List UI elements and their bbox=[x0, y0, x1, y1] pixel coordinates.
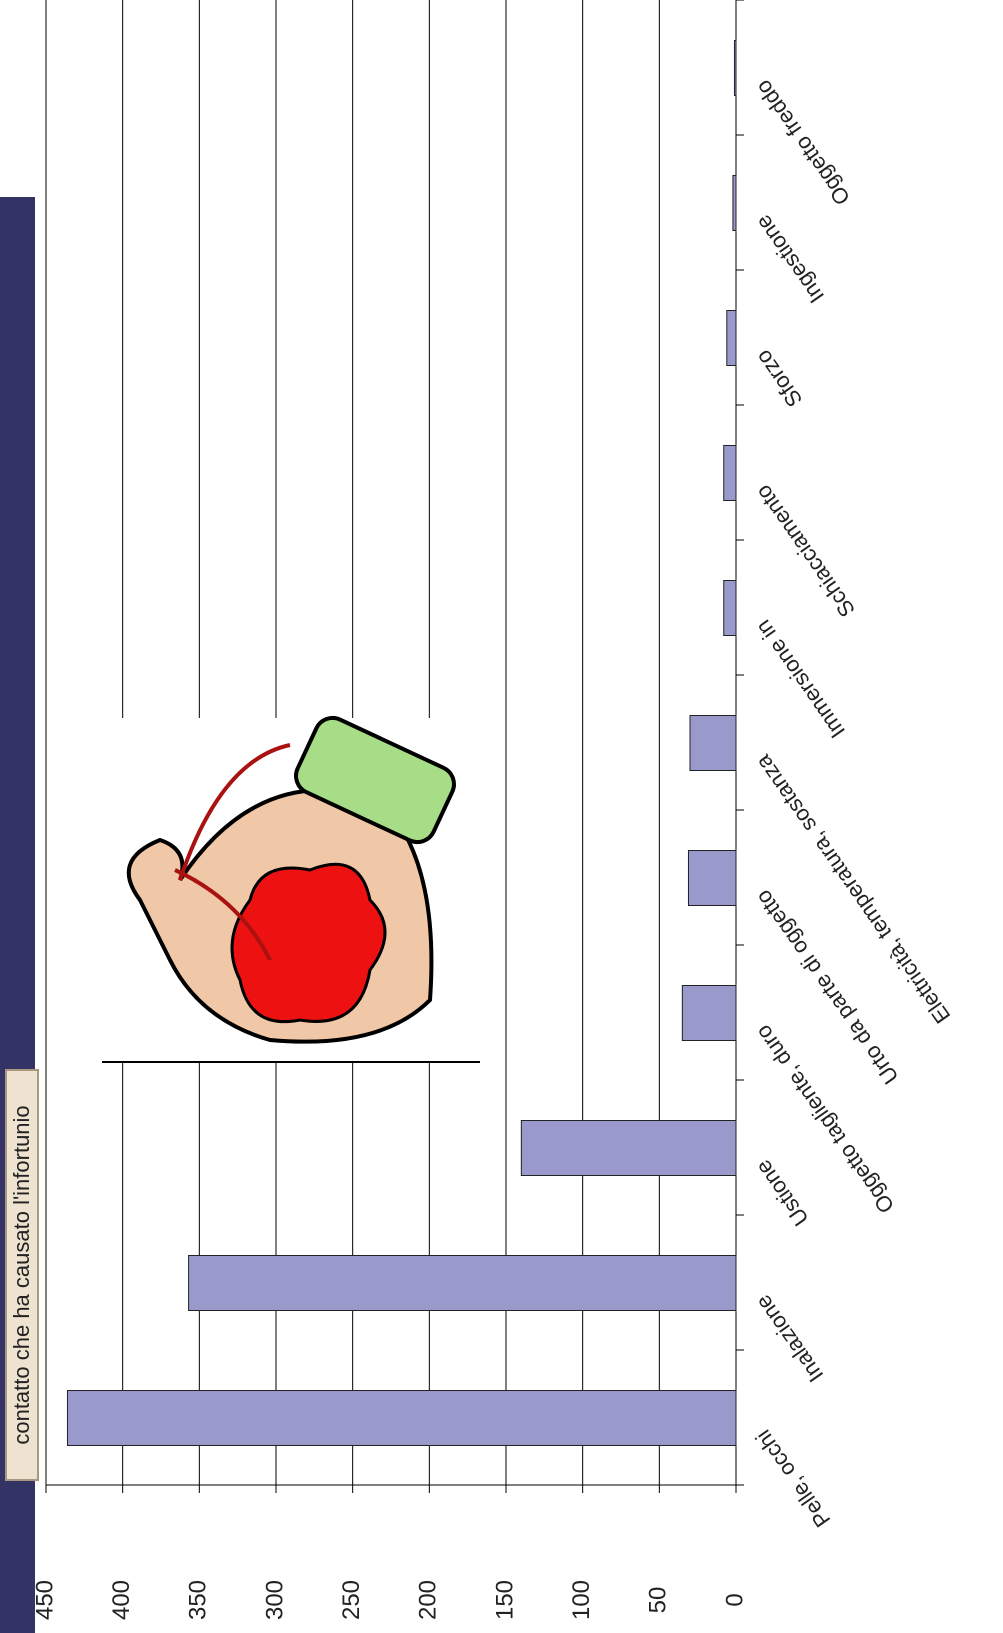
value-tick-label: 300 bbox=[261, 1580, 288, 1620]
category-label: Sforzo bbox=[750, 345, 807, 411]
category-label: Ingestione bbox=[750, 210, 829, 308]
illustration bbox=[100, 715, 482, 1063]
bar bbox=[733, 40, 737, 96]
category-label: Pelle, occhi bbox=[750, 1425, 835, 1532]
category-label: Oggetto freddo bbox=[750, 75, 855, 210]
bar bbox=[681, 985, 737, 1041]
category-label: Elettricità, temperatura, sostanza bbox=[750, 750, 955, 1028]
bar bbox=[687, 850, 737, 906]
value-tick-label: 150 bbox=[491, 1580, 518, 1620]
value-tick-label: 450 bbox=[31, 1580, 58, 1620]
bar bbox=[188, 1255, 737, 1311]
category-label: Ustione bbox=[750, 1155, 813, 1230]
category-label: Schiacciamento bbox=[750, 480, 860, 622]
bar bbox=[723, 580, 737, 636]
chart-title: contatto che ha causato l'infortunio bbox=[9, 1105, 34, 1444]
bar bbox=[726, 310, 737, 366]
category-label: Inalazione bbox=[750, 1290, 828, 1387]
bar bbox=[520, 1120, 737, 1176]
bar bbox=[689, 715, 737, 771]
value-tick-label: 200 bbox=[415, 1580, 442, 1620]
value-tick-label: 250 bbox=[338, 1580, 365, 1620]
bar bbox=[66, 1390, 737, 1446]
value-tick-label: 0 bbox=[721, 1593, 748, 1606]
value-tick-label: 400 bbox=[108, 1580, 135, 1620]
bar bbox=[732, 175, 737, 231]
category-label: Immersione in bbox=[750, 615, 850, 743]
value-tick-label: 50 bbox=[645, 1587, 672, 1614]
title-box: contatto che ha causato l'infortunio bbox=[5, 1069, 39, 1481]
value-tick-label: 350 bbox=[185, 1580, 212, 1620]
bar bbox=[723, 445, 737, 501]
value-tick-label: 100 bbox=[568, 1580, 595, 1620]
